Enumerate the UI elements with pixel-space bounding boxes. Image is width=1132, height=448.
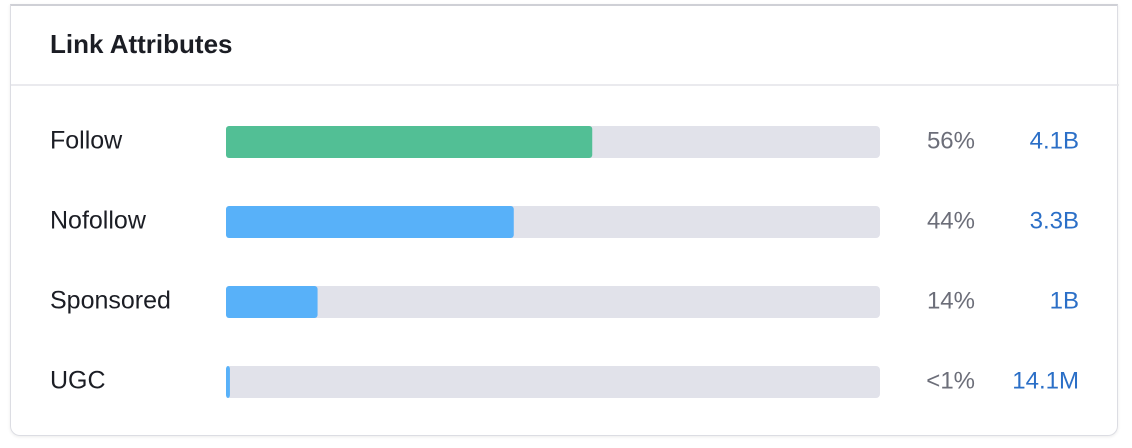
bar: [226, 126, 593, 158]
count-label: 3.3B: [1030, 207, 1079, 234]
count-label: 14.1M: [1012, 367, 1079, 394]
chart-title: Link Attributes: [50, 29, 232, 59]
count-label: 1B: [1050, 287, 1079, 314]
category-label: Sponsored: [50, 287, 171, 315]
bar: [226, 206, 514, 238]
category-label: UGC: [50, 367, 106, 395]
value-label: 56%: [927, 127, 975, 154]
value-label: 14%: [927, 287, 975, 314]
value-label: 44%: [927, 207, 975, 234]
count-label: 4.1B: [1030, 127, 1079, 154]
bar-track: [226, 366, 880, 398]
category-label: Follow: [50, 127, 123, 155]
category-label: Nofollow: [50, 207, 147, 235]
bar-track: [226, 286, 880, 318]
value-label: <1%: [926, 367, 975, 394]
card: [10, 4, 1118, 436]
bar: [226, 366, 230, 398]
bar: [226, 286, 318, 318]
